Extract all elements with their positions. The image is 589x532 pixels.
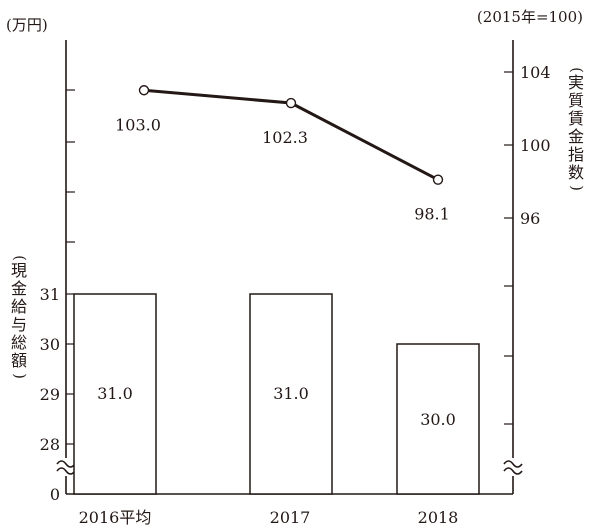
left-tick-label: 28 bbox=[40, 435, 60, 454]
right-axis-title-char: 賃 bbox=[568, 109, 584, 128]
left-axis-title-char: 総 bbox=[11, 333, 27, 352]
left-tick-label: 0 bbox=[50, 485, 60, 504]
right-axis-break-mask bbox=[503, 458, 523, 476]
line-point bbox=[432, 174, 444, 185]
line-value-label: 98.1 bbox=[414, 205, 450, 224]
line-value-label: 103.0 bbox=[115, 115, 161, 134]
line-point bbox=[138, 85, 150, 96]
left-axis-title-char: 金 bbox=[11, 279, 27, 298]
left-axis-break-mask bbox=[56, 458, 76, 476]
right-axis-title-char: 金 bbox=[568, 127, 584, 146]
left-axis-title-char: 現 bbox=[11, 261, 27, 280]
right-axis-unit: (2015年=100) bbox=[477, 8, 583, 26]
x-tick-label: 2016平均 bbox=[79, 508, 152, 527]
bars bbox=[73, 293, 480, 495]
right-axis-break bbox=[503, 467, 523, 475]
line-point bbox=[285, 97, 297, 109]
right-axis-break bbox=[503, 460, 523, 468]
line-series bbox=[138, 85, 444, 185]
left-axis-unit: (万円) bbox=[6, 16, 48, 34]
labels: 31 30 29 28 0 104 100 96 31.0 31.0 30.0 2016平均 2017 2… bbox=[6, 8, 586, 527]
bar bbox=[396, 343, 480, 495]
right-tick-label: 104 bbox=[520, 63, 551, 82]
left-axis-break bbox=[56, 460, 76, 468]
left-axis-break bbox=[56, 467, 76, 475]
right-tick-label: 100 bbox=[520, 136, 551, 155]
bar bbox=[249, 293, 333, 495]
x-tick-label: 2018 bbox=[418, 508, 459, 527]
right-axis-title-char: 実 bbox=[568, 73, 584, 92]
left-axis-title-char: 与 bbox=[11, 315, 27, 334]
x-tick-label: 2017 bbox=[270, 508, 311, 527]
right-axis-title-paren: ( bbox=[568, 67, 586, 73]
left-tick-label: 31 bbox=[40, 285, 60, 304]
bar-value-label: 31.0 bbox=[97, 384, 133, 403]
left-axis-title-char: 額 bbox=[11, 351, 27, 370]
left-tick-label: 29 bbox=[40, 385, 60, 404]
left-tick-label: 30 bbox=[40, 335, 60, 354]
left-axis-title-paren: ( bbox=[11, 255, 29, 261]
line-value-label: 102.3 bbox=[262, 128, 308, 147]
right-axis-title-char: 数 bbox=[568, 163, 584, 182]
left-axis-title-char: 給 bbox=[11, 297, 27, 316]
bar-value-label: 30.0 bbox=[420, 410, 456, 429]
bar bbox=[73, 293, 157, 495]
right-axis-title-char: 指 bbox=[568, 145, 584, 164]
right-tick-label: 96 bbox=[520, 209, 540, 228]
right-axis-title-paren: ) bbox=[568, 185, 586, 191]
bar-value-label: 31.0 bbox=[273, 384, 309, 403]
left-axis-title-paren: ) bbox=[11, 373, 29, 379]
right-axis-title-char: 質 bbox=[568, 91, 584, 110]
